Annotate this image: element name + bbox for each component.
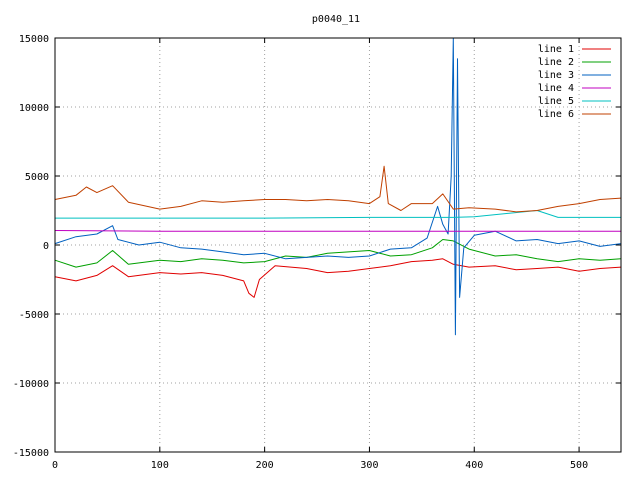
series-line-6 bbox=[54, 165, 622, 213]
x-tick-label: 400 bbox=[465, 460, 483, 471]
legend-label: line 3 bbox=[538, 70, 574, 81]
grid bbox=[55, 38, 621, 452]
chart-title: p0040_11 bbox=[312, 14, 360, 25]
series-line-1 bbox=[54, 258, 622, 298]
y-tick-label: 5000 bbox=[25, 172, 49, 183]
series-line-2 bbox=[54, 239, 622, 268]
y-tick-label: -15000 bbox=[13, 448, 49, 459]
x-tick-label: 300 bbox=[360, 460, 378, 471]
x-tick-label: 200 bbox=[256, 460, 274, 471]
legend-label: line 1 bbox=[538, 44, 574, 55]
x-tick-label: 500 bbox=[570, 460, 588, 471]
series-layer bbox=[54, 37, 622, 336]
series-line-3 bbox=[54, 37, 622, 336]
y-tick-label: 10000 bbox=[19, 103, 49, 114]
y-tick-label: -5000 bbox=[19, 310, 49, 321]
y-tick-label: -10000 bbox=[13, 379, 49, 390]
y-tick-label: 15000 bbox=[19, 34, 49, 45]
legend: line 1 line 2 line 3 line 4 line 5 line 6 bbox=[538, 44, 611, 120]
legend-label: line 2 bbox=[538, 57, 574, 68]
axis-ticks: 0 100 200 300 400 500 -15000 -10000 -5000 0 5000 10… bbox=[13, 34, 621, 471]
x-tick-label: 0 bbox=[52, 460, 58, 471]
legend-label: line 4 bbox=[538, 83, 574, 94]
series-line-4 bbox=[54, 230, 621, 232]
y-tick-label: 0 bbox=[43, 241, 49, 252]
x-tick-label: 100 bbox=[151, 460, 169, 471]
series-line-5 bbox=[55, 210, 621, 219]
legend-label: line 6 bbox=[538, 109, 574, 120]
legend-label: line 5 bbox=[538, 96, 574, 107]
